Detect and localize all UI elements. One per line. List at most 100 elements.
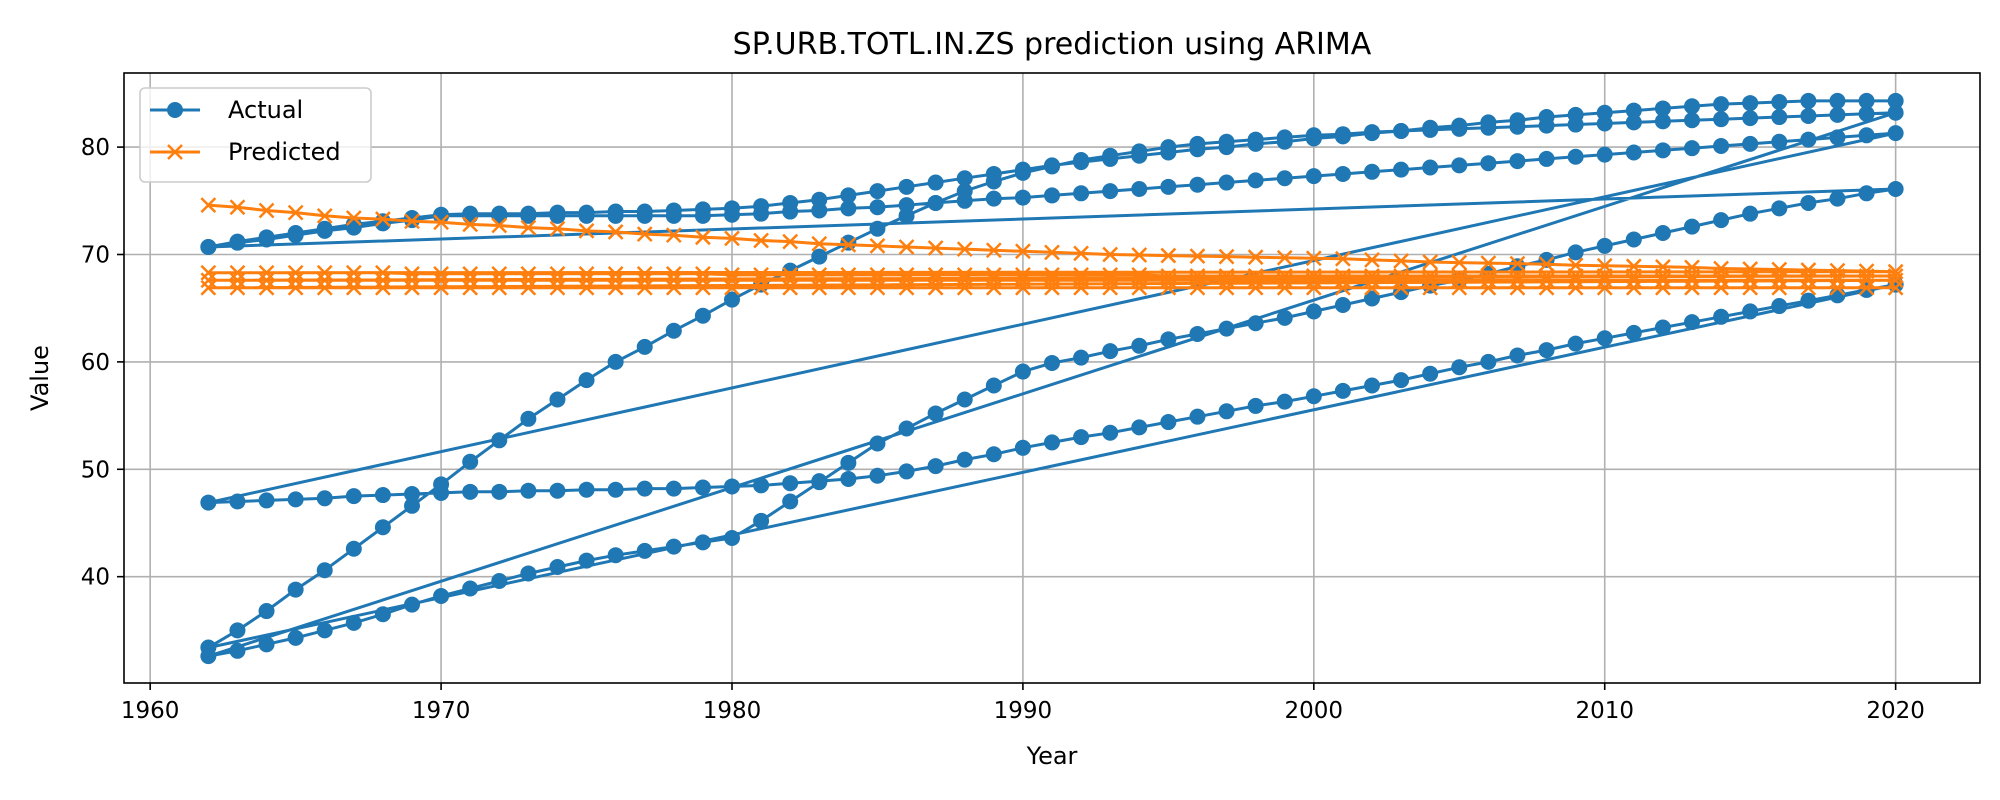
data-point <box>1654 225 1671 242</box>
x-tick-label: 2010 <box>1575 698 1634 724</box>
data-point <box>1014 189 1031 206</box>
series-predicted <box>200 197 1904 296</box>
data-point <box>1654 113 1671 130</box>
y-tick-label: 60 <box>81 350 110 376</box>
data-point <box>985 267 1002 283</box>
data-point <box>1655 272 1671 289</box>
data-point <box>1829 272 1846 289</box>
data-point <box>1335 272 1351 289</box>
data-point <box>345 210 362 226</box>
data-point <box>1800 107 1817 124</box>
data-point <box>782 279 799 296</box>
data-point <box>1887 92 1904 109</box>
data-point <box>1393 272 1409 289</box>
data-point <box>1160 272 1177 289</box>
data-point <box>1393 279 1409 296</box>
data-point <box>578 552 595 569</box>
data-point <box>1538 150 1555 167</box>
data-point <box>258 279 275 296</box>
data-point <box>869 238 886 254</box>
data-point <box>374 519 391 536</box>
data-point <box>869 279 886 296</box>
data-point <box>1014 439 1031 456</box>
data-point <box>1771 268 1788 284</box>
data-point <box>1713 308 1730 325</box>
data-point <box>520 272 537 289</box>
data-point <box>840 267 857 283</box>
data-point <box>433 272 449 289</box>
data-point <box>985 377 1002 394</box>
data-point <box>1102 183 1119 200</box>
data-point <box>1538 109 1555 126</box>
data-point <box>1684 279 1700 296</box>
data-point <box>1334 382 1351 399</box>
data-point <box>1596 237 1613 254</box>
data-point <box>695 279 711 296</box>
x-tick-label: 1990 <box>994 698 1053 724</box>
data-point <box>520 219 537 236</box>
data-point <box>549 391 566 408</box>
data-point <box>229 199 246 216</box>
data-point <box>869 199 886 216</box>
data-point <box>1334 165 1351 182</box>
data-point <box>956 241 973 258</box>
data-point <box>1422 159 1439 176</box>
data-point <box>1160 268 1177 284</box>
data-point <box>1131 337 1148 354</box>
data-point <box>1509 268 1526 284</box>
data-point <box>1480 353 1497 370</box>
data-point <box>1335 279 1351 296</box>
data-point <box>1887 104 1904 121</box>
x-axis-label: Year <box>1026 742 1078 770</box>
data-point <box>1713 272 1729 289</box>
data-point <box>491 205 508 222</box>
data-point <box>1073 267 1089 283</box>
data-point <box>1131 267 1148 283</box>
data-point <box>898 272 915 289</box>
data-point <box>1189 325 1206 342</box>
data-point <box>1480 114 1497 131</box>
data-point <box>607 547 624 564</box>
data-point <box>694 307 711 324</box>
data-point <box>1073 185 1090 202</box>
data-point <box>898 239 915 255</box>
data-point <box>1538 256 1555 273</box>
data-point <box>404 209 420 226</box>
data-point <box>200 494 217 511</box>
data-point <box>811 267 828 283</box>
data-point <box>1509 279 1526 296</box>
data-point <box>1073 154 1090 171</box>
data-point <box>898 420 915 437</box>
data-point <box>985 242 1002 259</box>
data-point <box>229 272 246 289</box>
data-point <box>200 648 217 665</box>
data-point <box>636 279 653 296</box>
data-point <box>1771 200 1788 217</box>
data-point <box>1364 268 1380 284</box>
data-point <box>1654 100 1671 117</box>
data-point <box>258 272 275 289</box>
data-point <box>927 194 944 211</box>
data-point <box>636 338 653 355</box>
data-point <box>869 467 886 484</box>
data-point <box>607 265 624 282</box>
data-point <box>520 205 537 222</box>
data-point <box>1422 268 1439 284</box>
data-point <box>665 322 682 339</box>
data-point <box>1829 129 1846 146</box>
data-point <box>462 216 479 233</box>
data-point <box>898 463 915 480</box>
data-point <box>1567 244 1584 261</box>
data-point <box>927 405 944 422</box>
data-point <box>1829 268 1846 284</box>
data-point <box>782 493 799 510</box>
data-point <box>433 279 449 296</box>
data-point <box>869 267 886 283</box>
data-point <box>1742 268 1759 284</box>
data-point <box>1858 279 1875 296</box>
data-point <box>1393 372 1410 389</box>
data-point <box>694 201 711 218</box>
data-point <box>1567 335 1584 352</box>
data-point <box>287 581 304 598</box>
data-point <box>1247 135 1264 152</box>
